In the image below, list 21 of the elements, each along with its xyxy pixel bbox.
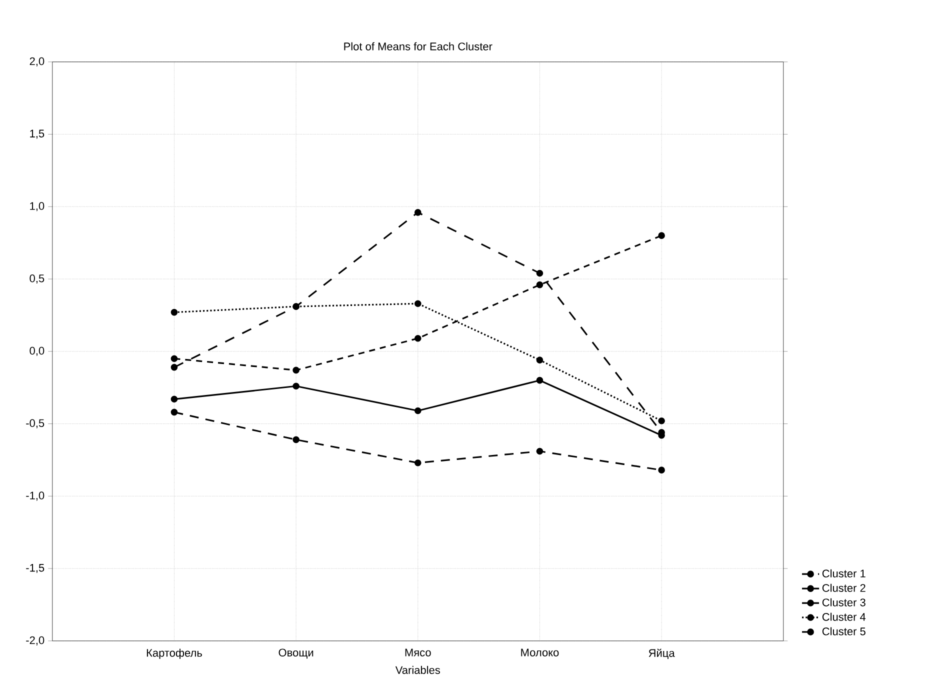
y-tick-label: 1,5 (30, 130, 44, 139)
y-tick-label: 2,0 (30, 57, 44, 66)
y-tick-label: 0,5 (30, 274, 44, 284)
x-tick-label: Картофель (146, 648, 202, 659)
chart-title: Plot of Means for Each Cluster (344, 42, 492, 50)
x-tick-label: Мясо (405, 648, 431, 656)
y-tick-label: -2,0 (26, 636, 44, 646)
x-tick-label: Овощи (278, 648, 314, 659)
legend-label: Cluster 5 (822, 627, 866, 636)
x-axis-title: Variables (395, 666, 440, 674)
legend-label: Cluster 1 (822, 569, 866, 578)
y-tick-label: -1,0 (26, 492, 44, 501)
x-tick-label: Яйца (648, 648, 675, 660)
y-tick-label: 1,0 (30, 202, 44, 212)
legend-label: Cluster 3 (822, 598, 866, 606)
x-tick-label: Молоко (521, 648, 559, 656)
legend-label: Cluster 2 (822, 584, 866, 592)
y-tick-label: 0,0 (30, 346, 44, 356)
legend-label: Cluster 4 (822, 612, 866, 621)
y-tick-label: -1,5 (26, 564, 44, 574)
y-tick-label: -0,5 (26, 419, 44, 428)
